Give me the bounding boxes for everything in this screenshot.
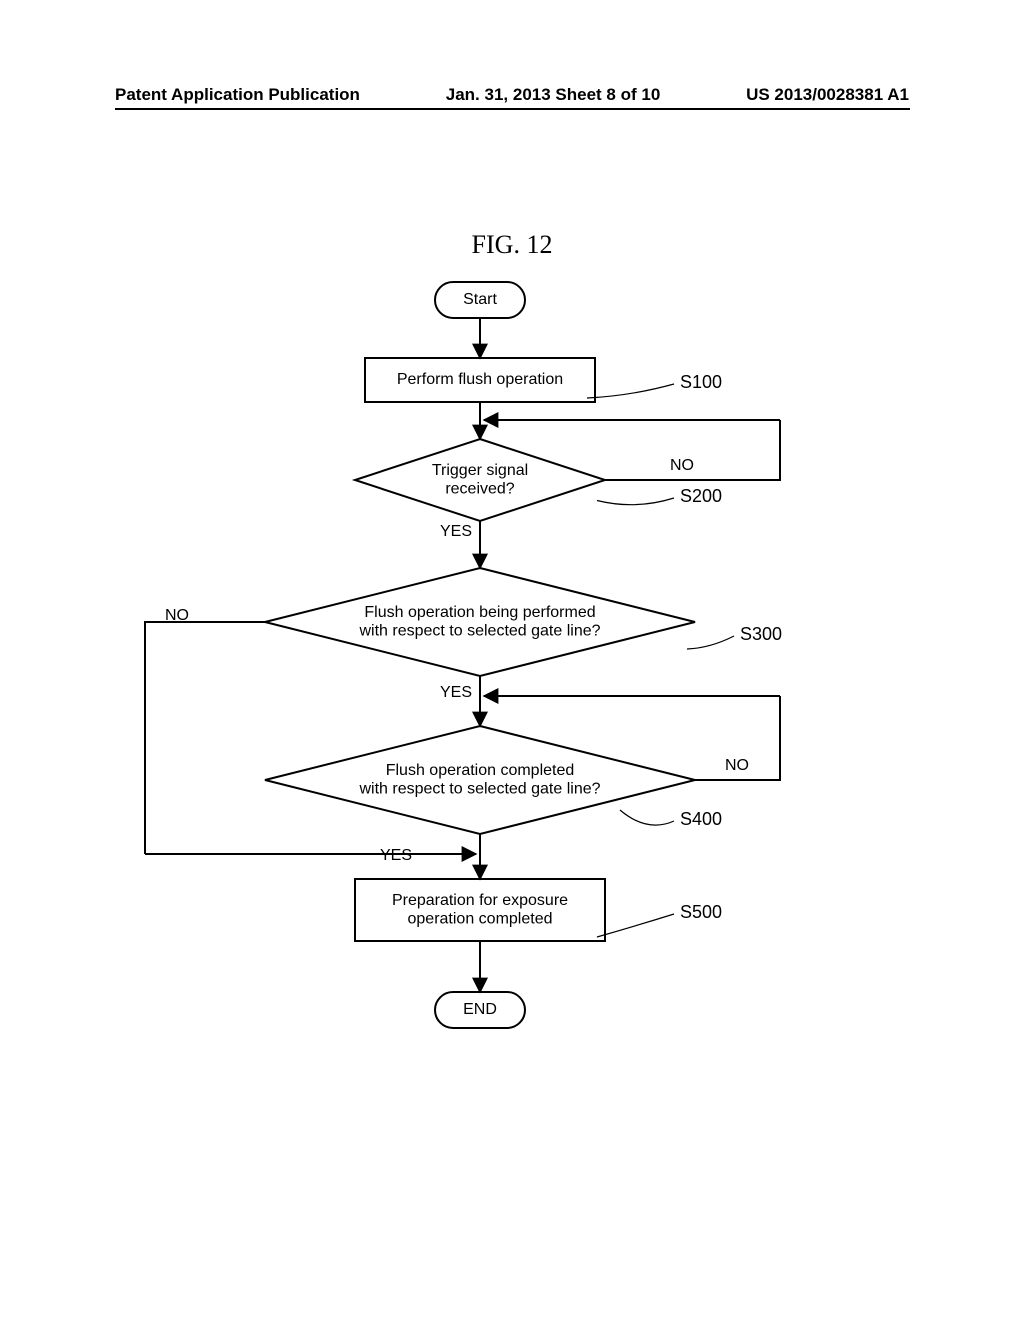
header-center: Jan. 31, 2013 Sheet 8 of 10 xyxy=(446,85,661,105)
step-label: S300 xyxy=(740,624,782,644)
node-text: with respect to selected gate line? xyxy=(358,780,600,797)
flowchart: Start Perform flush operation Trigger sign… xyxy=(120,270,904,1090)
leader-line xyxy=(587,384,674,398)
node-text: Flush operation completed xyxy=(386,762,575,779)
header-left: Patent Application Publication xyxy=(115,85,360,105)
step-label: S500 xyxy=(680,902,722,922)
flow-line xyxy=(145,622,265,854)
header-rule xyxy=(115,108,910,110)
step-label: S400 xyxy=(680,809,722,829)
step-label: S100 xyxy=(680,372,722,392)
node-text: Preparation for exposure xyxy=(392,892,568,909)
figure-title: FIG. 12 xyxy=(0,230,1024,260)
edge-label: NO xyxy=(165,607,189,624)
node-text: operation completed xyxy=(408,910,553,927)
node-text: Flush operation being performed xyxy=(364,604,595,621)
edge-label: NO xyxy=(670,457,694,474)
edge-label: NO xyxy=(725,757,749,774)
step-label: S200 xyxy=(680,486,722,506)
leader-line xyxy=(597,498,674,505)
node-text: with respect to selected gate line? xyxy=(358,622,600,639)
leader-line xyxy=(687,636,734,649)
node-text: Perform flush operation xyxy=(397,371,563,388)
edge-label: YES xyxy=(380,847,412,864)
node-text: Start xyxy=(463,291,497,308)
leader-line xyxy=(597,914,674,937)
page-header: Patent Application Publication Jan. 31, … xyxy=(0,85,1024,105)
node-text: Trigger signal xyxy=(432,462,528,479)
edge-label: YES xyxy=(440,523,472,540)
header-right: US 2013/0028381 A1 xyxy=(746,85,909,105)
node-text: END xyxy=(463,1001,497,1018)
edge-label: YES xyxy=(440,684,472,701)
leader-line xyxy=(620,810,674,825)
node-text: received? xyxy=(445,480,514,497)
